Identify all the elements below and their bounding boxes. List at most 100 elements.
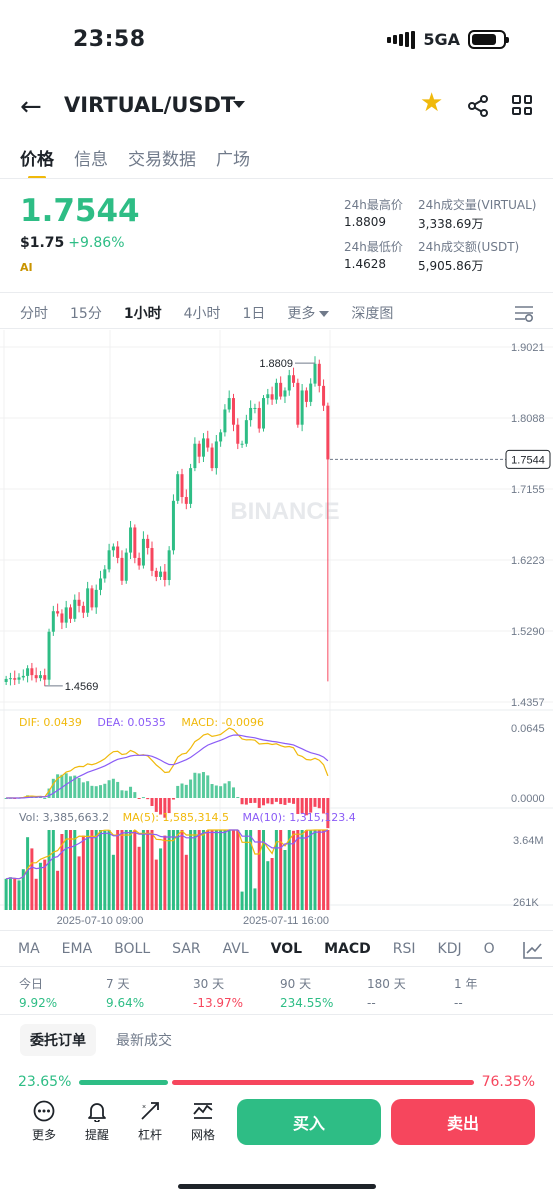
indicator-ema[interactable]: EMA xyxy=(61,941,93,957)
candle-body xyxy=(64,607,68,623)
volume-bar xyxy=(30,848,34,910)
back-arrow-icon[interactable]: ← xyxy=(20,92,42,122)
pair-selector[interactable]: VIRTUAL/USDT xyxy=(64,93,236,117)
macd-histogram-bar xyxy=(180,783,184,798)
candle-body xyxy=(167,550,171,580)
chart-settings-icon[interactable] xyxy=(514,304,534,322)
indicator-divider xyxy=(0,930,553,931)
volume-bar xyxy=(240,891,244,910)
kline-chart[interactable]: BINANCE 1.9021 1.8088 1.7155 1.6223 1.5290 1.… xyxy=(0,330,553,930)
perf-label: 7 天 xyxy=(106,977,130,991)
price-axis-label: 1.8088 xyxy=(511,413,545,425)
indicator-settings-icon[interactable] xyxy=(523,941,543,959)
candle-body xyxy=(227,398,231,410)
high-marker-label: 1.8809 xyxy=(259,358,293,370)
volume-bar xyxy=(206,830,210,910)
macd-histogram-bar xyxy=(116,781,120,798)
perf-30d: 30 天 -13.97% xyxy=(193,975,243,1010)
macd-histogram-bar xyxy=(137,798,141,799)
interval-timeline[interactable]: 分时 xyxy=(20,306,48,322)
macd-histogram-bar xyxy=(296,798,300,815)
volume-bar xyxy=(163,835,167,910)
low-value: 1.4628 xyxy=(344,257,386,271)
indicator-vol[interactable]: VOL xyxy=(270,941,303,957)
indicator-obv[interactable]: O xyxy=(483,941,495,957)
indicator-sar[interactable]: SAR xyxy=(172,941,201,957)
alert-button[interactable]: 提醒 xyxy=(75,1100,119,1143)
volume-bar xyxy=(68,830,72,910)
candle-body xyxy=(283,390,287,397)
amount-value: 5,905.86万 xyxy=(418,259,484,273)
macd-histogram-bar xyxy=(249,798,253,804)
indicator-kdj[interactable]: KDJ xyxy=(437,941,462,957)
volume-bar xyxy=(159,848,163,910)
indicator-avl[interactable]: AVL xyxy=(222,941,249,957)
volume-bar xyxy=(86,830,90,910)
candle-body xyxy=(223,409,227,433)
candle-body xyxy=(51,611,55,632)
sell-button[interactable]: 卖出 xyxy=(391,1099,535,1145)
buy-button[interactable]: 买入 xyxy=(237,1099,381,1145)
candle-body xyxy=(244,420,248,444)
perf-7d: 7 天 9.64% xyxy=(106,975,144,1010)
share-icon[interactable] xyxy=(466,94,490,118)
macd-histogram-bar xyxy=(274,798,278,802)
indicator-rsi[interactable]: RSI xyxy=(392,941,416,957)
tab-info[interactable]: 信息 xyxy=(74,150,108,170)
depth-chart-tab[interactable]: 深度图 xyxy=(351,306,394,322)
svg-text:×: × xyxy=(142,1104,146,1111)
interval-1d[interactable]: 1日 xyxy=(242,306,266,322)
macd-histogram-bar xyxy=(206,775,210,798)
tab-latest-trades[interactable]: 最新成交 xyxy=(116,1033,172,1049)
tab-price[interactable]: 价格 xyxy=(20,145,54,179)
candle-body xyxy=(81,605,85,613)
volume-bar xyxy=(17,880,21,910)
volume-bar xyxy=(201,830,205,910)
grid-icon[interactable] xyxy=(512,95,532,115)
more-button[interactable]: 更多 xyxy=(22,1100,66,1143)
candle-body xyxy=(236,424,240,444)
price-axis-label: 1.4357 xyxy=(511,697,545,709)
candle-body xyxy=(21,675,25,678)
macd-histogram-bar xyxy=(47,788,51,798)
status-icons: 5GA xyxy=(387,30,509,49)
macd-histogram-bar xyxy=(103,783,107,798)
main-tabs: 价格 信息 交易数据 广场 xyxy=(20,145,250,179)
candle-body xyxy=(189,468,193,504)
leverage-button[interactable]: × 杠杆 xyxy=(128,1100,172,1143)
ai-badge[interactable]: AI xyxy=(20,261,33,274)
candle-body xyxy=(253,407,257,409)
volume-bar xyxy=(184,854,188,910)
macd-histogram-bar xyxy=(56,774,60,798)
status-time: 23:58 xyxy=(73,27,146,52)
price-axis-label: 1.6223 xyxy=(511,555,545,567)
interval-more[interactable]: 更多 xyxy=(287,303,330,323)
tab-open-orders[interactable]: 委托订单 xyxy=(20,1024,96,1056)
interval-4h[interactable]: 4小时 xyxy=(183,306,221,322)
candle-body xyxy=(262,398,266,429)
tab-trading-data[interactable]: 交易数据 xyxy=(128,150,196,170)
grid-trading-button[interactable]: 网格 xyxy=(181,1100,225,1143)
macd-histogram-bar xyxy=(309,798,313,813)
candle-body xyxy=(184,497,188,504)
candle-body xyxy=(47,631,51,680)
macd-histogram-bar xyxy=(159,798,163,815)
volume-axis-label: 3.64M xyxy=(513,835,544,847)
indicator-macd[interactable]: MACD xyxy=(324,941,371,957)
indicator-boll[interactable]: BOLL xyxy=(114,941,151,957)
volume-bar xyxy=(64,830,68,910)
candle-body xyxy=(249,407,253,421)
interval-1h[interactable]: 1小时 xyxy=(123,306,162,322)
star-icon[interactable]: ★ xyxy=(420,88,444,118)
volume-bar xyxy=(56,870,60,910)
macd-histogram-bar xyxy=(317,798,321,809)
vol-value: 3,385,663.2 xyxy=(42,811,110,824)
volume-bar xyxy=(197,830,201,910)
candle-body xyxy=(176,474,180,501)
volume-bar xyxy=(231,830,235,910)
tab-square[interactable]: 广场 xyxy=(216,150,250,170)
interval-15m[interactable]: 15分 xyxy=(70,306,102,322)
chevron-down-icon[interactable] xyxy=(233,101,245,108)
indicator-ma[interactable]: MA xyxy=(18,941,40,957)
volume-bar xyxy=(141,830,145,910)
